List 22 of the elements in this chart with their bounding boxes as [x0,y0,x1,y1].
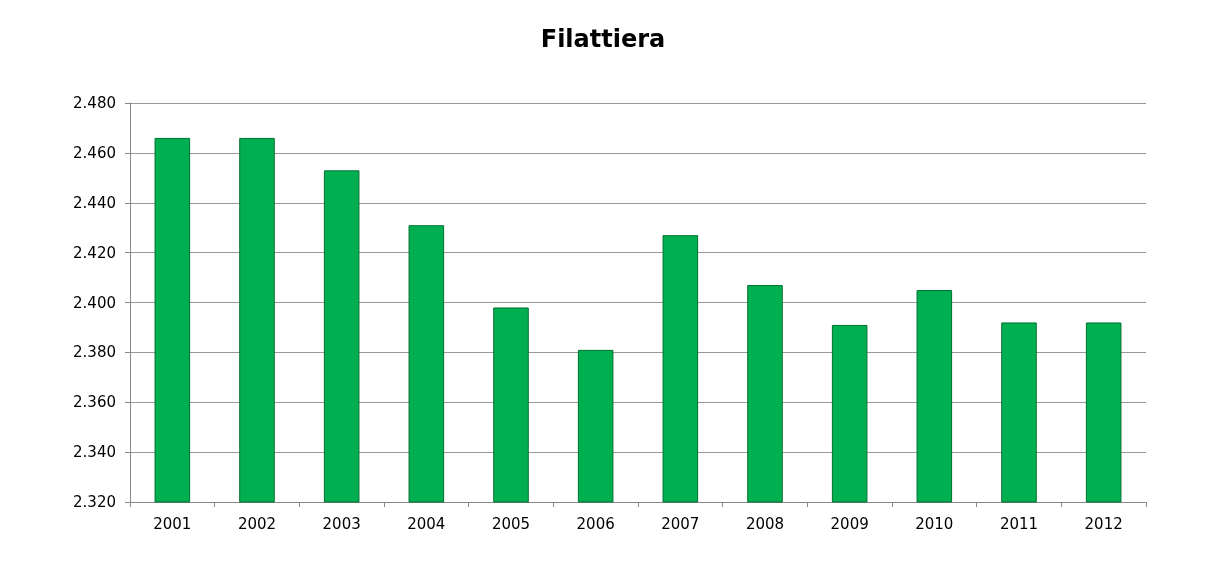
y-tick-label: 2.420 [73,243,116,262]
x-tick-label: 2001 [153,514,192,533]
x-tick-label: 2011 [999,514,1039,533]
y-tick-label: 2.360 [73,393,116,412]
x-tick-label: 2008 [745,514,785,533]
y-tick-label: 2.400 [73,293,116,312]
x-tick-label: 2010 [915,514,954,533]
y-tick-label: 2.480 [73,94,116,112]
y-tick-label: 2.440 [73,193,116,212]
x-tick-label: 2012 [1084,514,1123,533]
x-tick-label: 2005 [491,514,531,533]
x-tick-label: 2006 [576,514,615,533]
y-tick-label: 2.340 [73,443,116,462]
x-tick-label: 2002 [237,514,277,533]
chart-title: Filattiera [540,25,666,53]
y-tick-label: 2.380 [73,343,116,362]
y-tick-label: 2.320 [73,493,116,511]
y-tick-label: 2.460 [73,143,116,162]
x-tick-label: 2009 [830,514,869,533]
x-tick-label: 2007 [661,514,700,533]
x-tick-label: 2003 [322,514,361,533]
x-tick-label: 2004 [407,514,446,533]
